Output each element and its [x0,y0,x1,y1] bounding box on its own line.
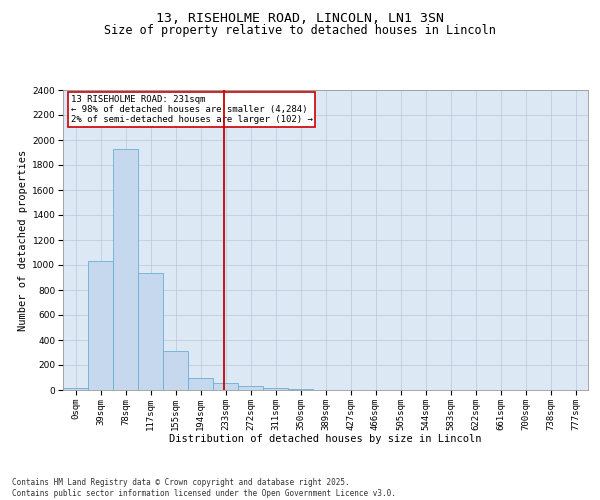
Bar [63,388,88,390]
Bar [138,272,163,390]
Bar [263,388,288,390]
X-axis label: Distribution of detached houses by size in Lincoln: Distribution of detached houses by size … [169,434,482,444]
Bar [113,149,138,390]
Text: Size of property relative to detached houses in Lincoln: Size of property relative to detached ho… [104,24,496,37]
Text: Contains HM Land Registry data © Crown copyright and database right 2025.
Contai: Contains HM Land Registry data © Crown c… [12,478,396,498]
Text: 13, RISEHOLME ROAD, LINCOLN, LN1 3SN: 13, RISEHOLME ROAD, LINCOLN, LN1 3SN [156,12,444,26]
Bar [238,386,263,390]
Y-axis label: Number of detached properties: Number of detached properties [18,150,28,330]
Bar [88,261,113,390]
Bar [213,383,238,390]
Text: 13 RISEHOLME ROAD: 231sqm
← 98% of detached houses are smaller (4,284)
2% of sem: 13 RISEHOLME ROAD: 231sqm ← 98% of detac… [71,94,313,124]
Bar [188,378,213,390]
Bar [163,351,188,390]
